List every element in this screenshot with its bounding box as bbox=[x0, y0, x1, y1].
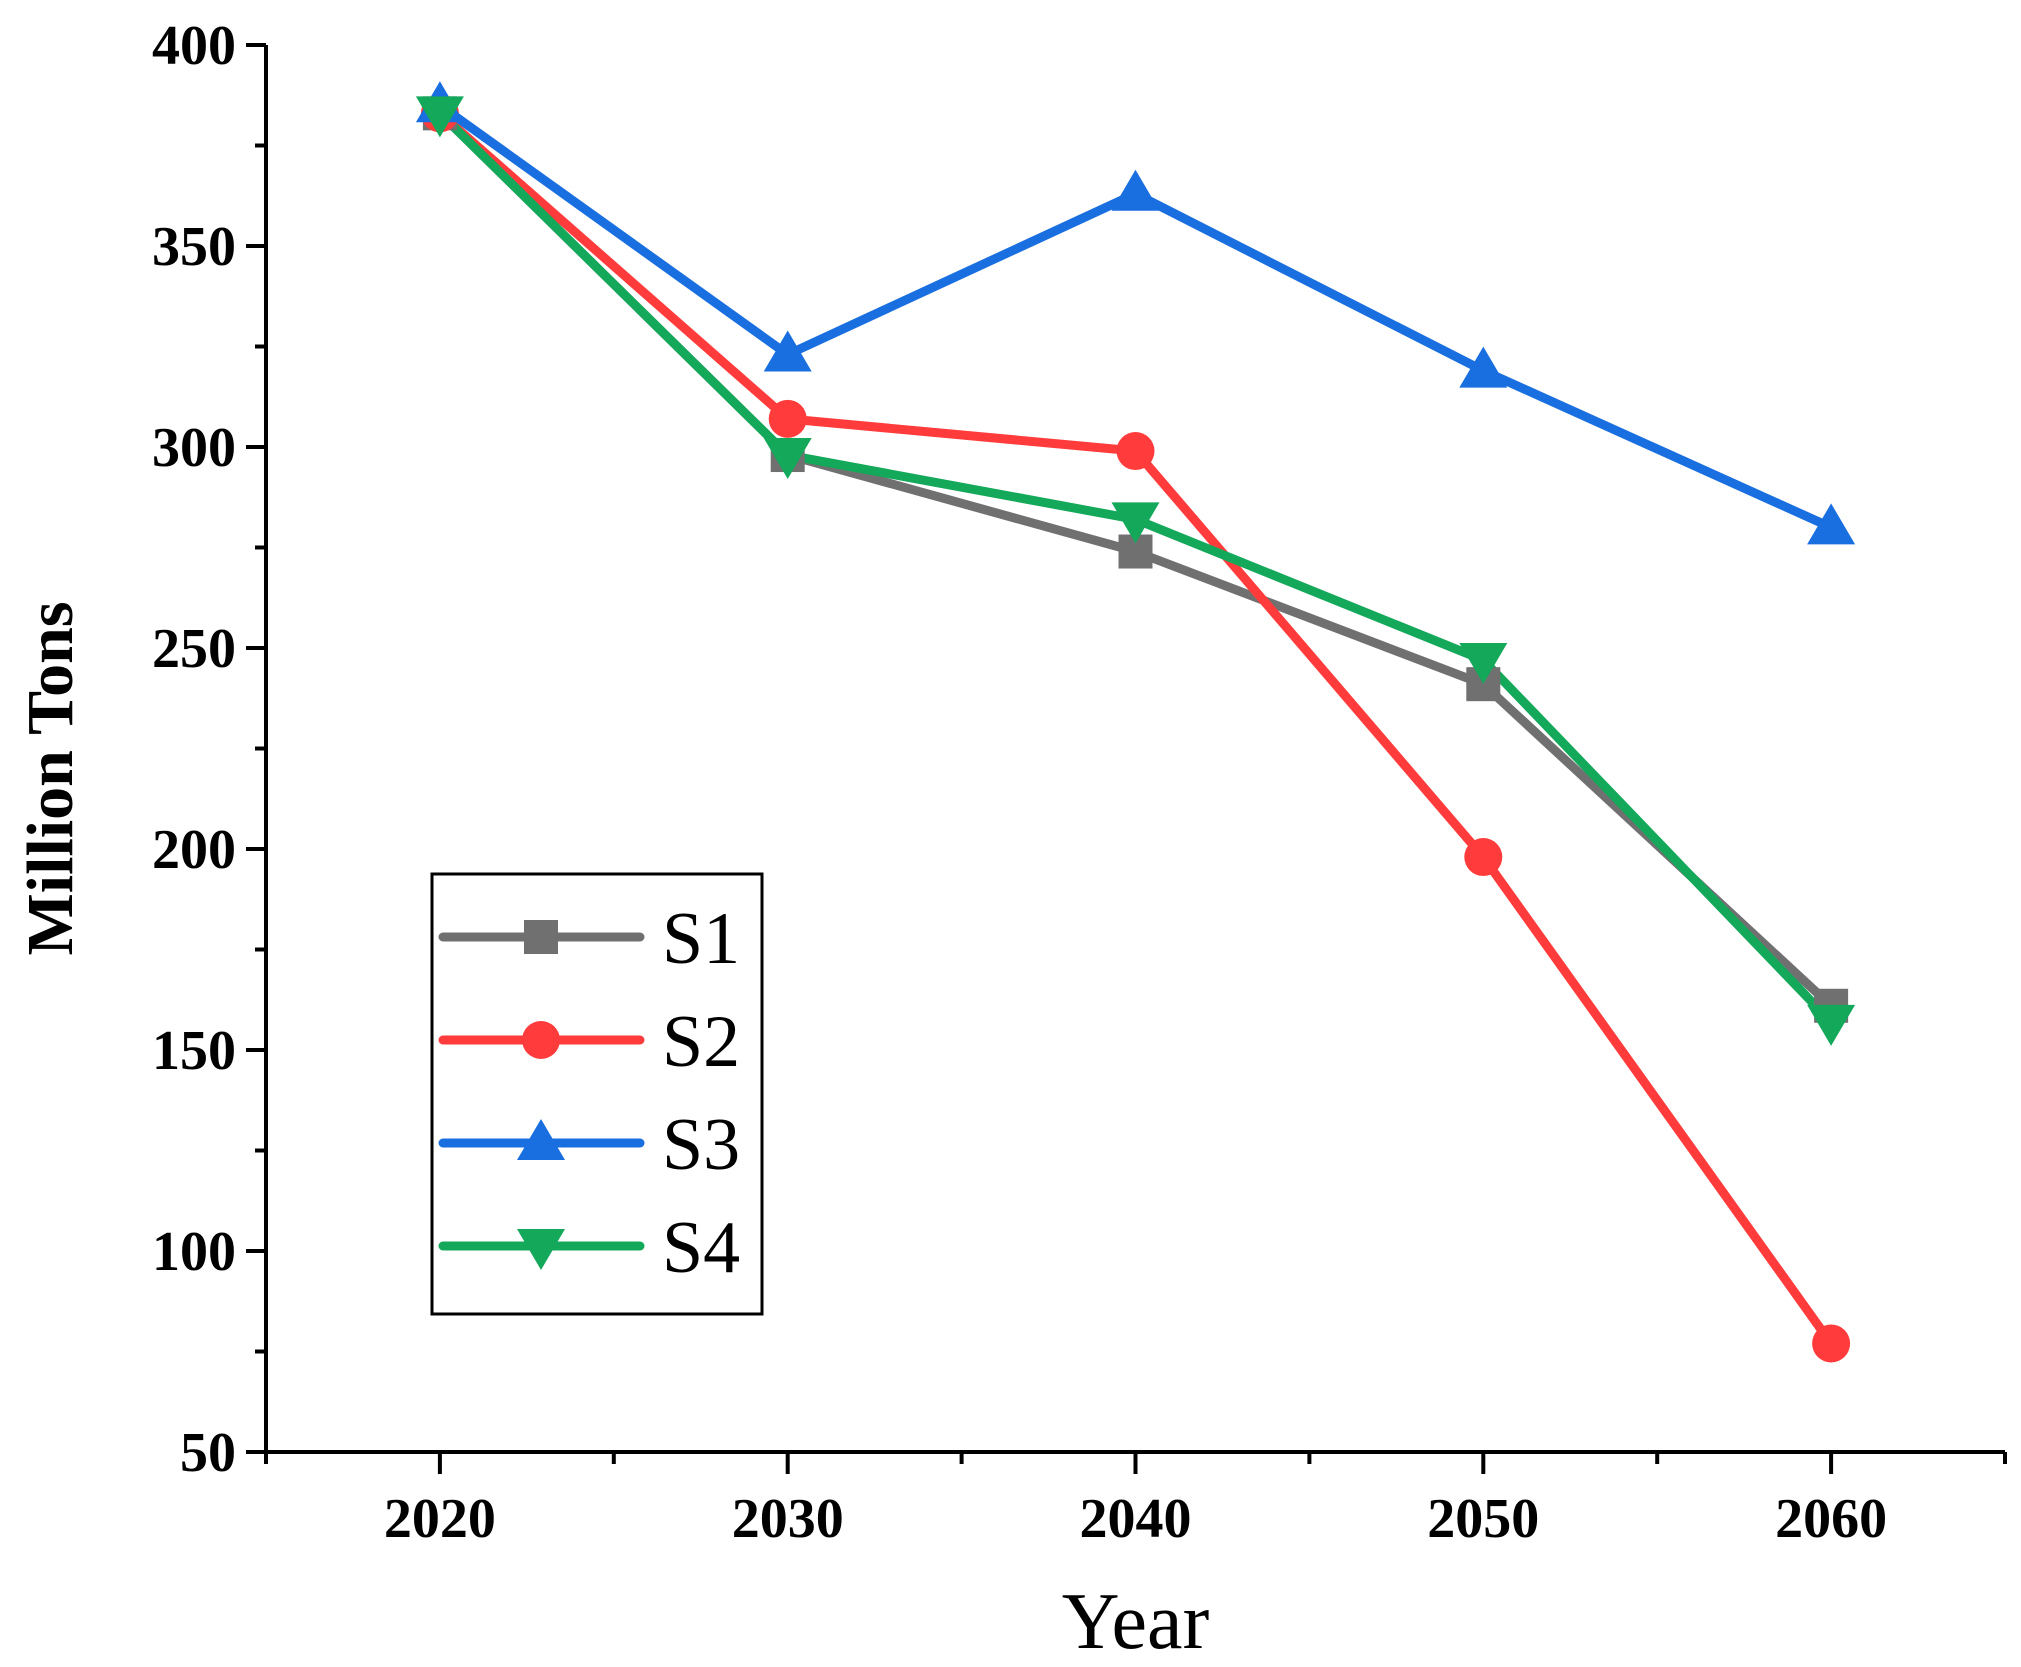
legend-marker-s3 bbox=[517, 1119, 565, 1160]
y-tick-label: 300 bbox=[152, 417, 236, 479]
y-axis-title: Million Tons bbox=[14, 601, 87, 955]
x-tick-label: 2050 bbox=[1427, 1488, 1539, 1550]
data-point-s4 bbox=[415, 96, 464, 138]
data-point-s4 bbox=[763, 438, 812, 480]
data-point-s3 bbox=[1807, 503, 1856, 545]
legend: S1 S2 S3 S4 bbox=[430, 872, 764, 1316]
x-tick-label: 2040 bbox=[1080, 1488, 1192, 1550]
y-tick-label: 50 bbox=[180, 1422, 236, 1484]
data-point-s4 bbox=[1111, 502, 1160, 544]
x-tick-label: 2060 bbox=[1775, 1488, 1887, 1550]
legend-marker-s4 bbox=[517, 1229, 565, 1270]
series-markers bbox=[415, 81, 1856, 1363]
data-point-s3 bbox=[763, 330, 812, 372]
data-point-s4 bbox=[1807, 1004, 1856, 1046]
legend-label-s4: S4 bbox=[662, 1207, 740, 1289]
legend-marker-s2 bbox=[522, 1021, 560, 1059]
y-tick-label: 250 bbox=[152, 618, 236, 680]
data-point-s3 bbox=[1111, 169, 1160, 211]
y-tick-label: 100 bbox=[152, 1221, 236, 1283]
legend-label-s2: S2 bbox=[662, 1001, 740, 1083]
y-tick-label: 150 bbox=[152, 1020, 236, 1082]
x-tick-label: 2030 bbox=[732, 1488, 844, 1550]
ticks: 50 100 150 200 250 300 350 400 2020 2030 2040 2050 2… bbox=[152, 15, 2007, 1550]
y-tick-label: 400 bbox=[152, 15, 236, 77]
legend-label-s3: S3 bbox=[662, 1104, 740, 1186]
x-axis-title: Year bbox=[1062, 1578, 1209, 1666]
data-point-s2 bbox=[1812, 1324, 1851, 1363]
legend-box bbox=[430, 872, 764, 1316]
legend-marker-s1 bbox=[524, 920, 558, 954]
x-tick-label: 2020 bbox=[384, 1488, 496, 1550]
data-point-s2 bbox=[1464, 838, 1503, 877]
data-point-s4 bbox=[1459, 643, 1508, 685]
data-point-s2 bbox=[768, 399, 807, 438]
data-point-s2 bbox=[1116, 432, 1155, 471]
data-point-s3 bbox=[1459, 346, 1508, 388]
y-tick-label: 200 bbox=[152, 819, 236, 881]
y-tick-label: 350 bbox=[152, 216, 236, 278]
legend-label-s1: S1 bbox=[662, 898, 740, 980]
